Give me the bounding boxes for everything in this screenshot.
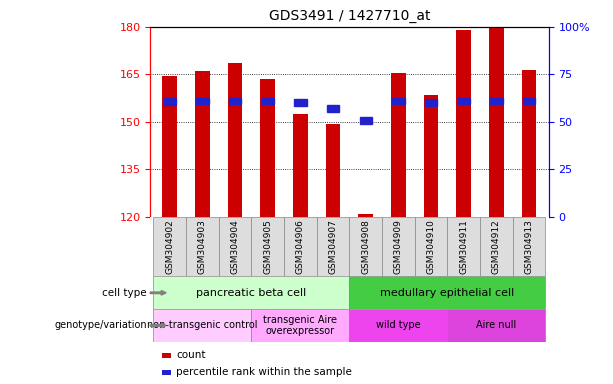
Bar: [523, 98, 535, 104]
Bar: [447, 217, 480, 276]
Bar: [489, 14, 504, 217]
Bar: [447, 309, 546, 342]
Text: count: count: [176, 350, 205, 360]
Bar: [490, 98, 503, 104]
Bar: [456, 30, 471, 217]
Text: GSM304904: GSM304904: [230, 219, 240, 274]
Text: non-transgenic control: non-transgenic control: [147, 320, 257, 331]
Text: genotype/variation: genotype/variation: [55, 320, 147, 331]
Text: percentile rank within the sample: percentile rank within the sample: [176, 367, 352, 377]
Text: GSM304913: GSM304913: [525, 219, 533, 274]
Text: medullary epithelial cell: medullary epithelial cell: [380, 288, 514, 298]
Text: cell type: cell type: [102, 288, 147, 298]
Text: GSM304902: GSM304902: [166, 219, 174, 274]
Bar: [164, 98, 176, 106]
Bar: [425, 99, 437, 106]
Bar: [349, 217, 382, 276]
Bar: [317, 217, 349, 276]
Bar: [480, 217, 512, 276]
Text: GSM304903: GSM304903: [198, 219, 207, 274]
Bar: [195, 71, 210, 217]
Bar: [424, 95, 438, 217]
Bar: [228, 63, 243, 217]
Bar: [153, 276, 349, 309]
Bar: [262, 98, 274, 104]
Text: pancreatic beta cell: pancreatic beta cell: [196, 288, 306, 298]
Text: GSM304905: GSM304905: [263, 219, 272, 274]
Bar: [251, 309, 349, 342]
Bar: [349, 309, 447, 342]
Bar: [391, 73, 406, 217]
Text: transgenic Aire
overexpressor: transgenic Aire overexpressor: [264, 314, 337, 336]
Bar: [349, 276, 546, 309]
Bar: [392, 98, 405, 104]
Text: Aire null: Aire null: [476, 320, 517, 331]
Bar: [196, 98, 208, 104]
Bar: [261, 79, 275, 217]
Bar: [360, 118, 372, 124]
Bar: [457, 98, 470, 104]
Title: GDS3491 / 1427710_at: GDS3491 / 1427710_at: [268, 9, 430, 23]
Text: GSM304910: GSM304910: [427, 219, 436, 274]
Bar: [219, 217, 251, 276]
Bar: [153, 309, 251, 342]
Bar: [153, 217, 186, 276]
Text: GSM304911: GSM304911: [459, 219, 468, 274]
Bar: [294, 99, 306, 106]
Bar: [327, 105, 339, 112]
Bar: [415, 217, 447, 276]
Bar: [326, 124, 340, 217]
Bar: [186, 217, 219, 276]
Text: GSM304909: GSM304909: [394, 219, 403, 274]
Text: GSM304908: GSM304908: [361, 219, 370, 274]
Bar: [512, 217, 546, 276]
Text: GSM304907: GSM304907: [329, 219, 338, 274]
Bar: [359, 214, 373, 217]
Bar: [251, 217, 284, 276]
Text: GSM304906: GSM304906: [296, 219, 305, 274]
Text: GSM304912: GSM304912: [492, 219, 501, 274]
Bar: [229, 98, 242, 104]
Text: wild type: wild type: [376, 320, 421, 331]
Bar: [522, 70, 536, 217]
Bar: [382, 217, 415, 276]
Bar: [284, 217, 317, 276]
Bar: [162, 76, 177, 217]
Bar: [293, 114, 308, 217]
